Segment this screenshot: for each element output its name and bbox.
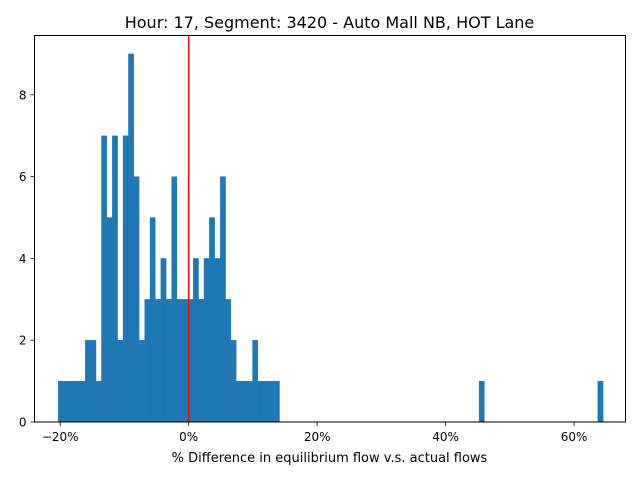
histogram-bar [85,340,91,423]
histogram-bar [182,299,188,423]
x-tick-label: 0% [179,430,198,444]
histogram-bar [101,135,107,423]
histogram-bar [117,340,124,423]
x-tick-label: −20% [42,430,79,444]
histogram-bar [112,135,118,423]
histogram-bar [241,380,248,423]
histogram-bar [63,380,70,423]
histogram-bar [139,340,145,423]
y-tick-label: 8 [19,88,27,102]
histogram-bar [225,299,232,423]
histogram-bar [171,176,178,423]
histogram-bar [95,380,102,423]
histogram-bar [252,340,259,423]
chart-title: Hour: 17, Segment: 3420 - Auto Mall NB, … [125,13,535,32]
x-axis-label: % Difference in equilibrium flow v.s. ac… [172,451,488,466]
y-tick-label: 2 [19,334,27,348]
y-tick-label: 4 [19,252,27,266]
histogram-bar [166,299,172,423]
histogram-bar [230,340,237,423]
x-tick-label: 20% [304,430,331,444]
histogram-bar [155,299,161,423]
histogram-bar [128,53,134,423]
histogram-bar [203,258,210,423]
histogram-bar [220,176,226,423]
histogram-bar [273,380,280,423]
plot-frame [34,35,626,423]
histogram-bar [198,299,205,423]
histogram-bar [74,380,81,423]
histogram-bar [133,176,140,423]
histogram-bar [257,380,264,423]
histogram-bar [478,380,485,423]
histogram-bar [149,217,156,423]
histogram-bar [106,217,113,423]
histogram-bar [193,258,199,423]
histogram-bar [68,380,75,423]
y-tick-label: 0 [19,416,27,430]
x-tick-label: 40% [432,430,459,444]
histogram-bar [236,380,242,423]
y-tick-label: 6 [19,170,27,184]
x-axis: −20% 0% 20% 40% 60% [42,422,588,444]
bars-layer [58,53,604,423]
histogram-bar [79,380,86,423]
histogram-bar [209,217,215,423]
histogram-bar [160,258,167,423]
x-tick-label: 60% [561,430,588,444]
y-axis: 0 2 4 6 8 [19,88,35,430]
histogram-bar [597,380,604,423]
histogram-bar [263,380,269,423]
histogram-bar [90,340,97,423]
histogram-bar [122,135,129,423]
histogram-bar [214,258,221,423]
histogram-bar [58,380,64,423]
histogram-bar [144,299,151,423]
histogram-bar [268,380,275,423]
histogram-bar [246,380,253,423]
histogram-bar [176,299,183,423]
